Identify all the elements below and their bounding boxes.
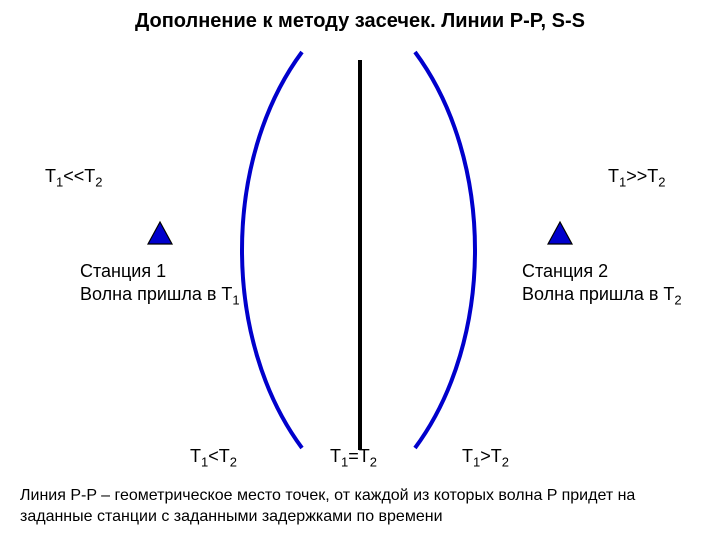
label-t1-much-greater-t2: T1>>T2 — [608, 165, 666, 191]
station1-label: Станция 1Волна пришла в T1 — [80, 260, 240, 308]
label-t1-greater-t2: T1>T2 — [462, 445, 509, 471]
label-t1-eq-t2: T1=T2 — [330, 445, 377, 471]
station2-label: Станция 2Волна пришла в T2 — [522, 260, 682, 308]
label-t1-much-less-t2: T1<<T2 — [45, 165, 103, 191]
station2-marker-icon — [548, 222, 572, 244]
right-hyperbola — [415, 52, 475, 448]
left-hyperbola — [242, 52, 302, 448]
label-t1-less-t2: T1<T2 — [190, 445, 237, 471]
station1-marker-icon — [148, 222, 172, 244]
footer-text: Линия P-P – геометрическое место точек, … — [20, 486, 700, 528]
